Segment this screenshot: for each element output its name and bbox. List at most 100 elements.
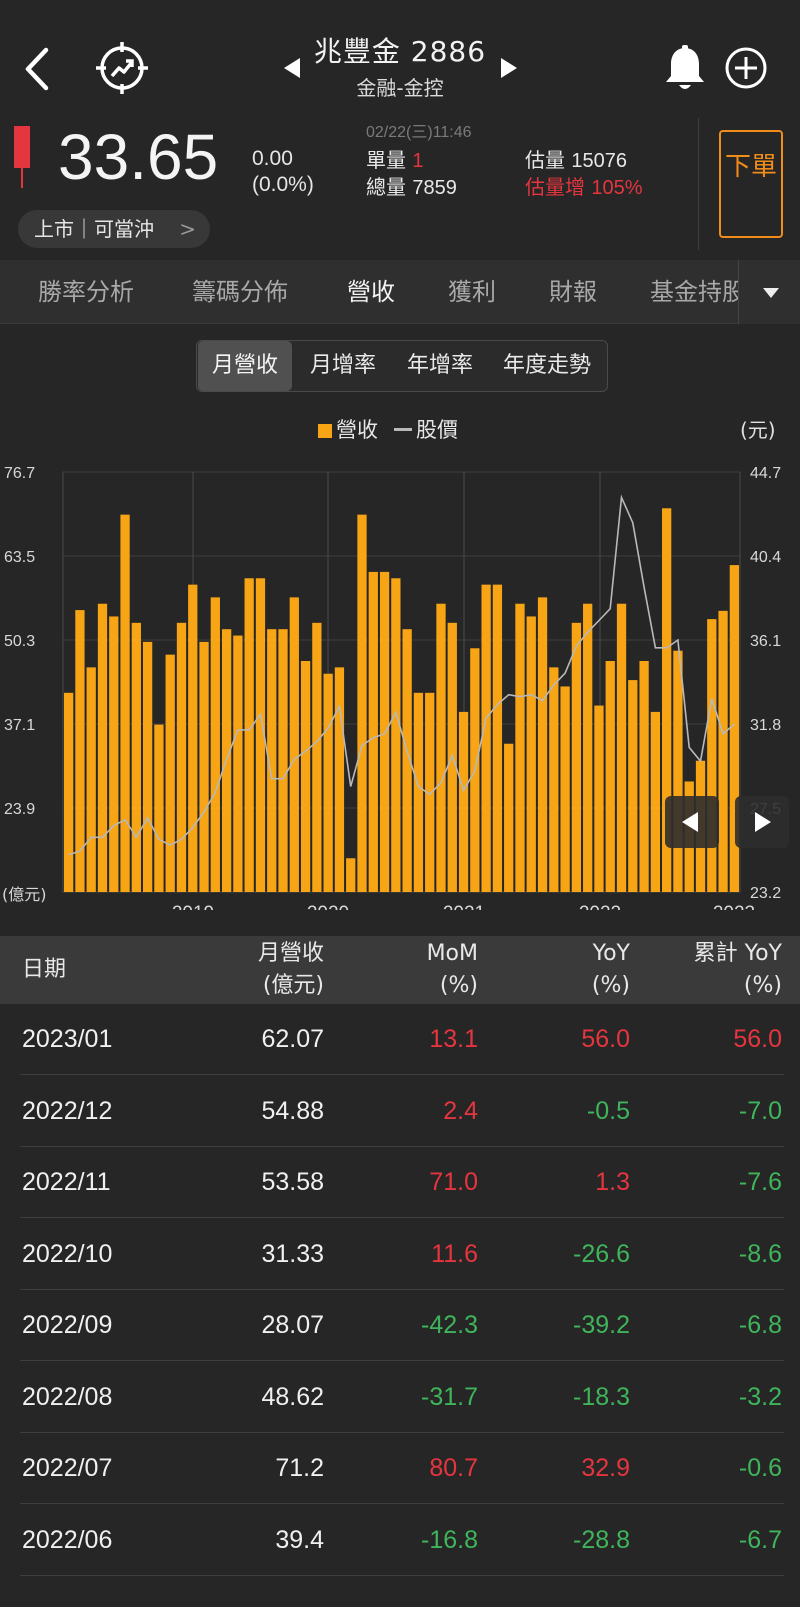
cell-yoy: -0.5 <box>586 1096 630 1125</box>
cell-rev: 53.58 <box>261 1168 324 1196</box>
y2-tick-label: 40.4 <box>750 549 781 566</box>
estimated-volume-increase: 估量增 105% <box>525 171 643 200</box>
table-row[interactable]: 2022/08 48.62 -31.7 -18.3 -3.2 <box>0 1362 800 1433</box>
cell-rev: 71.2 <box>275 1454 324 1482</box>
prev-stock-icon[interactable] <box>284 58 300 78</box>
table-row[interactable]: 2022/07 71.2 80.7 32.9 -0.6 <box>0 1433 800 1504</box>
row-divider <box>20 1431 784 1433</box>
total-volume: 總量 7859 <box>366 171 457 200</box>
revenue-bar <box>357 514 367 892</box>
order-button[interactable]: 下單 <box>719 130 783 238</box>
tab-revenue[interactable]: 營收 <box>347 278 395 306</box>
cell-mom: 11.6 <box>431 1239 478 1268</box>
tab-win-rate[interactable]: 勝率分析 <box>38 278 134 306</box>
cell-mom: -16.8 <box>421 1525 478 1554</box>
cell-yoy: -18.3 <box>573 1382 630 1411</box>
cell-date: 2022/11 <box>22 1168 111 1196</box>
chevron-right-icon: > <box>179 217 196 241</box>
next-stock-icon[interactable] <box>501 58 517 78</box>
header-mom: MoM (%) <box>380 938 478 1002</box>
revenue-bar <box>549 667 559 892</box>
revenue-bar <box>120 514 130 892</box>
tab-fund-holdings[interactable]: 基金持股 <box>650 278 746 306</box>
table-row[interactable]: 2022/10 31.33 11.6 -26.6 -8.6 <box>0 1219 800 1290</box>
revenue-bar <box>188 584 198 892</box>
revenue-segment-control: 月營收 月增率 年增率 年度走勢 <box>196 340 608 392</box>
cell-cum: -3.2 <box>738 1382 782 1411</box>
cell-yoy: 1.3 <box>595 1168 630 1196</box>
table-row[interactable]: 2022/09 28.07 -42.3 -39.2 -6.8 <box>0 1290 800 1361</box>
y2-tick-label: 44.7 <box>750 465 781 482</box>
revenue-bar <box>199 641 209 892</box>
cell-mom: -42.3 <box>421 1311 478 1339</box>
revenue-bar <box>718 610 728 892</box>
header-yoy: YoY (%) <box>530 938 630 1002</box>
cell-cum: -8.6 <box>738 1239 782 1268</box>
chart-prev-button[interactable] <box>665 796 719 848</box>
y2-tick-label: 31.8 <box>750 717 781 734</box>
estimated-volume-label: 估量 <box>525 148 565 172</box>
revenue-bar <box>594 705 604 892</box>
revenue-bar <box>616 603 627 892</box>
revenue-bar <box>650 711 661 892</box>
cell-rev: 39.4 <box>275 1525 324 1554</box>
segment-annual-trend[interactable]: 年度走勢 <box>502 353 591 378</box>
chart-next-button[interactable] <box>735 796 789 848</box>
revenue-bar <box>368 571 378 892</box>
cell-cum: 56.0 <box>733 1025 782 1053</box>
row-divider <box>20 1360 784 1361</box>
header-date: 日期 <box>22 957 67 982</box>
segment-mom[interactable]: 月增率 <box>309 353 376 378</box>
cell-yoy: 32.9 <box>581 1454 630 1482</box>
cell-mom: -31.7 <box>421 1382 478 1411</box>
table-row[interactable]: 2022/11 53.58 71.0 1.3 -7.6 <box>0 1147 800 1218</box>
price-line <box>68 494 735 856</box>
table-row[interactable]: 2022/12 54.88 2.4 -0.5 -7.0 <box>0 1076 800 1147</box>
cell-rev: 48.62 <box>261 1382 324 1411</box>
revenue-bar <box>75 610 85 892</box>
segment-monthly-revenue[interactable]: 月營收 <box>198 341 292 391</box>
revenue-bar <box>560 686 570 892</box>
revenue-bar <box>86 667 96 892</box>
cell-mom: 80.7 <box>429 1454 478 1482</box>
revenue-bar <box>255 578 266 892</box>
revenue-bar <box>673 650 683 892</box>
cell-date: 2023/01 <box>22 1025 113 1053</box>
y-axis-unit: (億元) <box>2 885 47 904</box>
revenue-bar <box>458 711 469 892</box>
revenue-bar <box>244 578 254 892</box>
cell-rev: 28.07 <box>261 1311 324 1339</box>
revenue-bar <box>707 619 717 892</box>
tab-chip-distribution[interactable]: 籌碼分佈 <box>192 278 288 306</box>
cell-date: 2022/06 <box>22 1525 113 1554</box>
plot-frame <box>62 471 741 893</box>
chart-right-unit: (元) <box>740 418 776 442</box>
bell-icon[interactable] <box>662 44 708 94</box>
cell-cum: -6.8 <box>738 1311 782 1339</box>
back-icon[interactable] <box>18 44 58 94</box>
cell-rev: 54.88 <box>261 1096 324 1125</box>
header-cum-yoy-l1: 累計 YoY <box>693 941 782 966</box>
cell-cum: -0.6 <box>738 1454 782 1482</box>
tab-profit[interactable]: 獲利 <box>448 278 496 306</box>
tab-financials[interactable]: 財報 <box>549 278 597 306</box>
market-chip[interactable]: 上市｜可當沖 > <box>18 210 210 248</box>
segment-yoy[interactable]: 年增率 <box>406 353 473 378</box>
trend-target-icon[interactable] <box>94 40 150 96</box>
cell-cum: -6.7 <box>738 1525 782 1554</box>
revenue-bar <box>142 641 153 892</box>
total-volume-value: 7859 <box>412 177 457 199</box>
stock-industry: 金融-金控 <box>356 76 444 100</box>
revenue-bar <box>323 673 333 892</box>
add-circle-icon[interactable] <box>724 46 768 90</box>
cell-cum: -7.0 <box>738 1096 782 1125</box>
legend-revenue: 營收 <box>336 418 378 442</box>
revenue-bar <box>176 622 187 892</box>
change-percent: (0.0%) <box>252 173 314 196</box>
table-row[interactable]: 2023/01 62.07 13.1 56.0 56.0 <box>0 1004 800 1075</box>
market-chip-label: 上市｜可當沖 <box>34 217 154 241</box>
tab-menu-button[interactable] <box>738 260 800 324</box>
cell-date: 2022/10 <box>22 1239 113 1268</box>
cell-mom: 71.0 <box>429 1168 478 1196</box>
table-row[interactable]: 2022/06 39.4 -16.8 -28.8 -6.7 <box>0 1505 800 1576</box>
